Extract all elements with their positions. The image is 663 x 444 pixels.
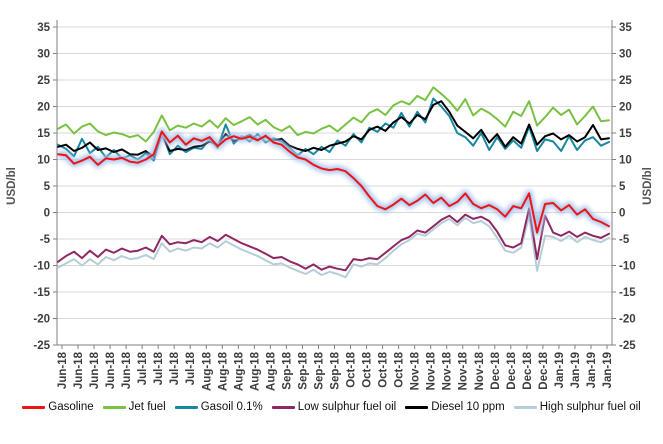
x-tick-label: Jan-19 [570, 352, 582, 388]
y-tick-label: 10 [619, 155, 632, 167]
x-tick-label: Aug-18 [249, 351, 261, 391]
x-tick-label: Jul-18 [137, 351, 149, 385]
y-tick-label: 25 [619, 75, 632, 87]
y-tick-label: 15 [37, 128, 50, 140]
y-tick-label: 20 [37, 102, 50, 114]
series-line-jet-fuel [57, 86, 610, 143]
legend-label: Jet fuel [128, 401, 166, 413]
axes [53, 20, 616, 349]
y-tick-label: 35 [37, 22, 50, 34]
legend-label: Gasoline [48, 401, 94, 413]
x-tick-label: Jan-19 [586, 352, 598, 388]
y-tick-label: -15 [33, 287, 50, 299]
x-tick-label: Nov-18 [442, 351, 454, 390]
x-tick-label: Jan-19 [554, 352, 566, 388]
y-tick-label: 35 [619, 22, 632, 34]
y-tick-label: -20 [619, 314, 636, 326]
y-tick-label: -5 [40, 234, 51, 246]
x-tick-label: Jun-18 [105, 351, 117, 389]
x-tick-label: Oct-18 [362, 351, 374, 387]
y-tick-label: 30 [619, 49, 632, 61]
y-tick-label: 10 [37, 155, 50, 167]
chart-legend: Gasoline Jet fuel Gasoil 0.1% Low sulphur f… [0, 401, 663, 413]
y-tick-label: -5 [619, 234, 630, 246]
y-tick-label: 15 [619, 128, 632, 140]
legend-swatch-low-sulphur-fuel-oil [271, 405, 295, 409]
x-tick-label: Jun-18 [89, 351, 101, 389]
legend-item-low-sulphur-fuel-oil: Low sulphur fuel oil [271, 401, 397, 413]
legend-item-diesel-10-ppm: Diesel 10 ppm [405, 401, 505, 413]
legend-swatch-high-sulphur-fuel-oil [513, 405, 537, 409]
x-tick-label: Aug-18 [233, 351, 245, 391]
y-tick-label: -25 [619, 340, 636, 352]
legend-swatch-diesel-10-ppm [405, 405, 429, 409]
y-axis-left-labels: 35 30 25 20 15 10 5 0 -5 -10 -15 -20 -25 [33, 22, 50, 352]
legend-item-jet-fuel: Jet fuel [102, 401, 166, 413]
legend-item-high-sulphur-fuel-oil: High sulphur fuel oil [513, 401, 641, 413]
x-tick-label: Sep-18 [281, 351, 293, 389]
y-tick-label: -10 [33, 261, 50, 273]
legend-swatch-jet-fuel [102, 405, 126, 409]
y-tick-label: -25 [33, 340, 50, 352]
y-tick-label: 5 [44, 181, 51, 193]
y-axis-title-left: USD/bl [6, 167, 18, 205]
x-tick-label: Dec-18 [522, 351, 534, 389]
y-tick-label: -20 [33, 314, 50, 326]
y-tick-label: 30 [37, 49, 50, 61]
x-axis-labels: Jun-18 Jun-18 Jun-18 Jun-18 Jun-18 Jul-18 Jul-… [57, 351, 614, 391]
y-tick-label: 5 [619, 181, 626, 193]
legend-swatch-gasoline [22, 405, 46, 409]
x-tick-label: Jun-18 [121, 351, 133, 389]
x-tick-label: Aug-18 [217, 351, 229, 391]
x-tick-label: Jun-18 [73, 351, 85, 389]
y-tick-label: -15 [619, 287, 636, 299]
x-tick-label: Oct-18 [378, 351, 390, 387]
y-axis-title-right: USD/bl [642, 167, 654, 205]
y-tick-label: 20 [619, 102, 632, 114]
y-tick-label: 25 [37, 75, 50, 87]
series-lines [57, 86, 611, 279]
series-line-high-sulphur-fuel-oil [57, 214, 610, 279]
x-tick-label: Nov-18 [474, 351, 486, 390]
x-tick-label: Jul-18 [169, 351, 181, 385]
x-tick-label: Jul-18 [185, 351, 197, 385]
y-tick-label: 0 [619, 208, 625, 220]
legend-item-gasoil-0-1: Gasoil 0.1% [174, 401, 263, 413]
x-tick-label: Dec-18 [506, 351, 518, 389]
x-tick-label: Oct-18 [346, 351, 358, 387]
legend-label: Gasoil 0.1% [200, 401, 263, 413]
series-line-low-sulphur-fuel-oil [57, 207, 610, 272]
x-tick-label: Nov-18 [426, 351, 438, 390]
x-tick-label: Sep-18 [330, 351, 342, 389]
x-tick-label: Sep-18 [297, 351, 309, 389]
legend-label: Diesel 10 ppm [431, 401, 505, 413]
legend-label: Low sulphur fuel oil [297, 401, 397, 413]
x-tick-label: Dec-18 [490, 351, 502, 389]
y-axis-right-labels: 35 30 25 20 15 10 5 0 -5 -10 -15 -20 -25 [619, 22, 636, 352]
x-tick-label: Dec-18 [538, 351, 550, 389]
x-tick-label: Oct-18 [394, 351, 406, 387]
y-tick-label: -10 [619, 261, 636, 273]
legend-item-gasoline: Gasoline [22, 401, 94, 413]
x-tick-label: Jul-18 [153, 351, 165, 385]
x-tick-label: Aug-18 [201, 351, 213, 391]
x-tick-label: Jan-19 [602, 352, 614, 388]
x-tick-label: Sep-18 [313, 351, 325, 389]
legend-label: High sulphur fuel oil [539, 401, 641, 413]
x-tick-label: Nov-18 [410, 351, 422, 390]
legend-swatch-gasoil-0-1 [174, 405, 198, 409]
x-tick-label: Jun-18 [57, 351, 69, 389]
series-line-gasoline [57, 130, 610, 234]
x-tick-label: Nov-18 [458, 351, 470, 390]
x-tick-label: Aug-18 [265, 351, 277, 391]
y-tick-label: 0 [44, 208, 50, 220]
